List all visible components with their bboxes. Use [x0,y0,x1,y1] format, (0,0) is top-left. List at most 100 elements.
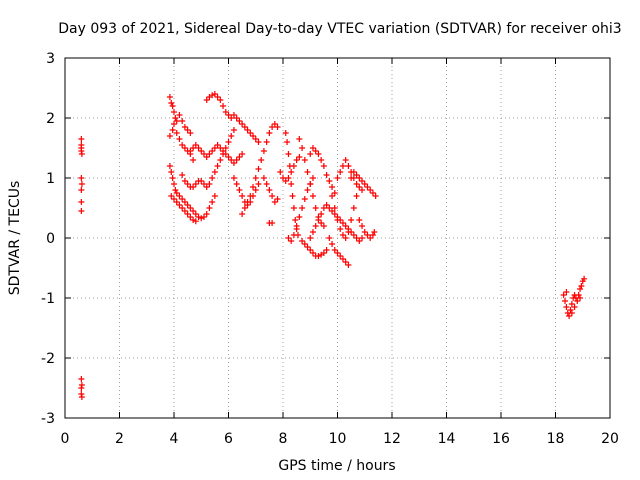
data-point-plus [195,214,202,220]
data-point-plus [299,238,306,244]
data-point-plus [334,250,341,256]
data-point-plus [236,118,243,124]
x-tick-label: 12 [383,431,401,447]
data-point-plus [192,218,199,225]
x-tick-label: 18 [547,431,565,447]
data-point-plus [348,175,355,181]
data-point-plus [290,232,297,238]
data-point-plus [323,172,330,178]
data-point-plus [331,247,338,253]
data-point-plus [230,160,237,166]
data-point-plus [198,215,205,222]
data-point-plus [192,142,199,148]
data-point-plus [337,226,344,232]
data-point-plus [329,193,336,199]
data-point-plus [252,175,259,181]
data-point-plus [78,187,85,193]
data-point-plus [359,178,366,184]
data-point-plus [288,181,295,187]
data-point-plus [307,235,314,241]
data-point-plus [293,223,300,229]
data-point-plus [288,169,295,175]
data-point-plus [364,232,371,238]
data-point-plus [263,139,270,145]
x-tick-label: 0 [61,431,70,447]
data-point-plus [184,202,191,208]
data-point-plus [318,220,325,226]
data-point-plus [239,211,246,217]
y-tick-label: 1 [46,171,55,187]
data-point-plus [168,100,175,106]
data-point-plus [239,121,246,127]
data-point-plus [331,211,338,217]
data-point-plus [233,181,240,187]
data-point-plus [169,127,176,133]
data-point-plus [312,223,319,229]
data-point-plus [181,145,188,151]
y-tick-label: -1 [41,291,55,307]
data-point-plus [285,175,292,181]
data-point-plus [577,295,584,301]
data-point-plus [206,205,213,211]
data-point-plus [173,130,180,136]
data-point-plus [307,151,314,157]
data-point-plus [285,151,292,157]
data-point-plus [367,235,374,241]
data-point-plus [353,235,360,241]
data-point-plus [562,298,569,304]
data-point-plus [361,181,368,187]
data-point-plus [209,92,216,99]
x-tick-label: 4 [170,431,179,447]
data-point-plus [203,211,210,217]
data-point-plus [250,133,257,139]
data-point-plus [200,151,207,157]
data-point-plus [307,247,314,253]
data-point-plus [309,145,316,151]
data-point-plus [271,121,278,127]
data-point-plus [198,178,205,184]
data-point-plus [169,175,176,181]
data-point-plus [241,205,248,211]
data-point-plus [181,124,188,130]
data-point-plus [230,127,237,133]
data-point-plus [255,139,262,145]
data-point-plus [230,175,237,181]
data-point-plus [274,124,281,130]
data-point-plus [176,193,183,199]
x-tick-label: 2 [115,431,124,447]
data-point-plus [244,199,251,205]
data-point-plus [255,166,262,172]
data-point-plus [269,124,276,130]
data-point-plus [78,175,85,181]
data-point-plus [187,148,194,154]
data-point-plus [225,154,232,160]
data-point-plus [250,184,257,190]
data-point-plus [225,139,232,145]
data-point-plus [320,223,327,229]
data-point-plus [364,184,371,190]
data-point-plus [181,199,188,205]
data-point-plus [301,241,308,247]
data-point-plus [200,181,207,187]
x-tick-label: 16 [492,431,510,447]
data-point-plus [271,199,278,205]
data-point-plus [284,139,291,145]
data-point-plus [171,109,177,115]
data-point-plus [301,157,308,163]
data-point-plus [566,313,573,319]
data-point-plus [342,235,349,241]
data-point-plus [78,181,85,187]
data-point-plus [247,130,254,136]
data-point-plus [299,205,306,211]
data-point-plus [339,256,346,262]
data-point-plus [312,148,319,154]
data-point-plus [369,190,376,196]
data-point-plus [263,181,270,187]
data-point-plus [166,94,173,100]
data-point-plus [172,187,179,193]
data-point-plus [323,247,330,253]
data-point-plus [345,262,352,268]
data-point-plus [269,193,276,199]
data-point-plus [350,169,357,175]
data-point-plus [560,292,567,298]
